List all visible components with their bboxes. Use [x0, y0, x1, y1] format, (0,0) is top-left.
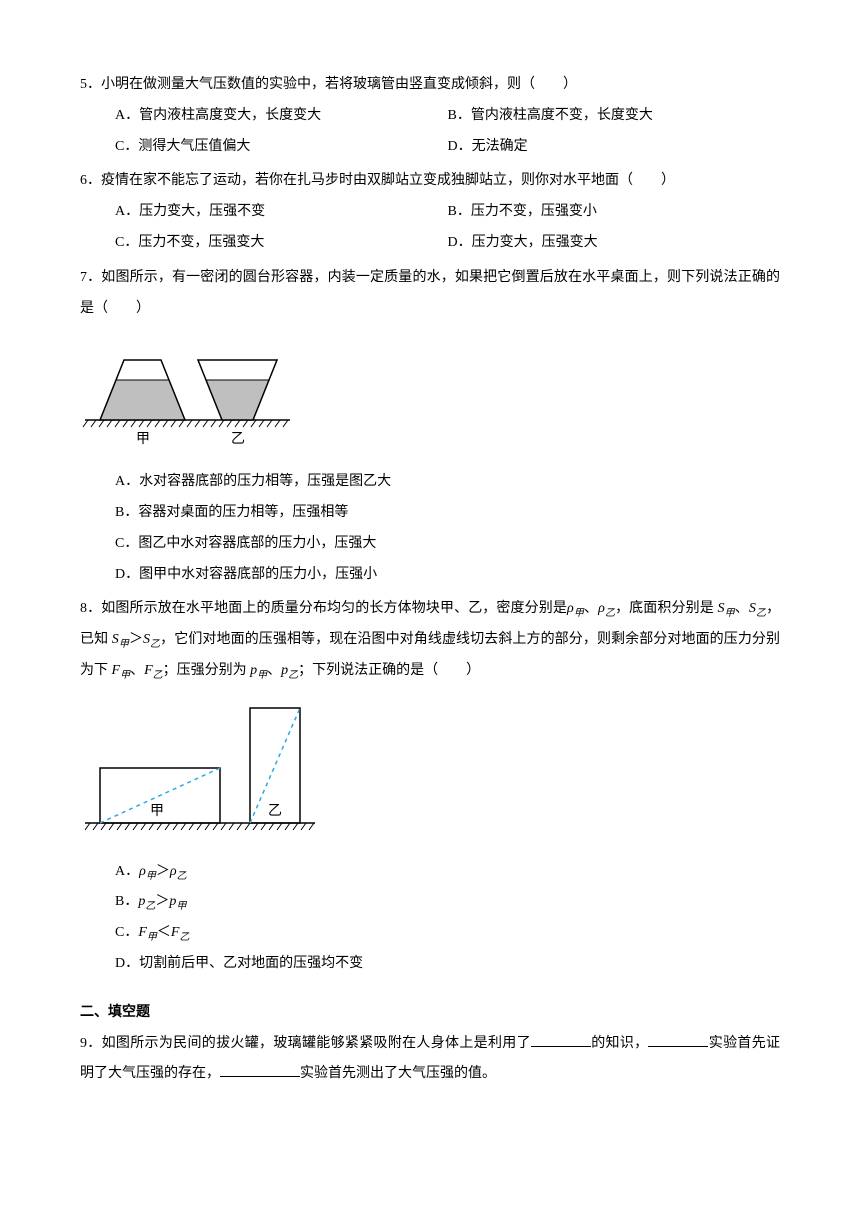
q7-opt-a: A．水对容器底部的压力相等，压强是图乙大	[115, 467, 780, 498]
q7-opt-d: D．图甲中水对容器底部的压力小，压强小	[115, 560, 780, 591]
question-5: 5．小明在做测量大气压数值的实验中，若将玻璃管由竖直变成倾斜，则（ ） A．管内…	[80, 70, 780, 162]
q5-text: 5．小明在做测量大气压数值的实验中，若将玻璃管由竖直变成倾斜，则（ ）	[80, 70, 780, 101]
q7-text: 7．如图所示，有一密闭的圆台形容器，内装一定质量的水，如果把它倒置后放在水平桌面…	[80, 263, 780, 325]
q6-num: 6．	[80, 173, 101, 188]
q5-options: A．管内液柱高度变大，长度变大 B．管内液柱高度不变，长度变大 C．测得大气压值…	[80, 101, 780, 163]
q5-opt-d: D．无法确定	[448, 132, 781, 163]
question-9: 9．如图所示为民间的拔火罐，玻璃罐能够紧紧吸附在人身体上是利用了的知识，实验首先…	[80, 1029, 780, 1091]
q5-opt-c: C．测得大气压值偏大	[115, 132, 448, 163]
question-8: 8．如图所示放在水平地面上的质量分布均匀的长方体物块甲、乙，密度分别是ρ甲、ρ乙…	[80, 594, 780, 979]
q7-label-yi: 乙	[231, 431, 245, 447]
q7-options: A．水对容器底部的压力相等，压强是图乙大 B．容器对桌面的压力相等，压强相等 C…	[80, 467, 780, 590]
q6-opt-a: A．压力变大，压强不变	[115, 197, 448, 228]
q6-options: A．压力变大，压强不变 B．压力不变，压强变小 C．压力不变，压强变大 D．压力…	[80, 197, 780, 259]
q5-opt-a: A．管内液柱高度变大，长度变大	[115, 101, 448, 132]
q8-opt-a: A．ρ甲＞ρ乙	[115, 857, 780, 888]
q7-label-jia: 甲	[136, 432, 150, 447]
q8-opt-c: C．F甲＜F乙	[115, 918, 780, 949]
q8-num: 8．	[80, 601, 101, 616]
q8-options: A．ρ甲＞ρ乙 B．p乙＞p甲 C．F甲＜F乙 D．切割前后甲、乙对地面的压强均…	[80, 857, 780, 980]
q8-label-jia: 甲	[150, 804, 164, 819]
q6-opt-c: C．压力不变，压强变大	[115, 228, 448, 259]
q7-figure: 甲 乙	[80, 330, 780, 461]
q8-svg: 甲 乙	[80, 693, 320, 838]
q8-figure: 甲 乙	[80, 693, 780, 851]
question-6: 6．疫情在家不能忘了运动，若你在扎马步时由双脚站立变成独脚站立，则你对水平地面（…	[80, 166, 780, 258]
q9-num: 9．	[80, 1036, 102, 1051]
q8-opt-b: B．p乙＞p甲	[115, 887, 780, 918]
q7-opt-b: B．容器对桌面的压力相等，压强相等	[115, 498, 780, 529]
q9-blank-3	[220, 1062, 300, 1077]
q5-num: 5．	[80, 77, 101, 92]
q6-opt-b: B．压力不变，压强变小	[448, 197, 781, 228]
q5-opt-b: B．管内液柱高度不变，长度变大	[448, 101, 781, 132]
q7-svg: 甲 乙	[80, 330, 290, 448]
q9-blank-2	[648, 1031, 708, 1046]
q7-opt-c: C．图乙中水对容器底部的压力小，压强大	[115, 529, 780, 560]
question-7: 7．如图所示，有一密闭的圆台形容器，内装一定质量的水，如果把它倒置后放在水平桌面…	[80, 263, 780, 591]
q6-text: 6．疫情在家不能忘了运动，若你在扎马步时由双脚站立变成独脚站立，则你对水平地面（…	[80, 166, 780, 197]
q8-text: 8．如图所示放在水平地面上的质量分布均匀的长方体物块甲、乙，密度分别是ρ甲、ρ乙…	[80, 594, 780, 686]
q6-opt-d: D．压力变大，压强变大	[448, 228, 781, 259]
q8-opt-d: D．切割前后甲、乙对地面的压强均不变	[115, 949, 780, 980]
section-2-title: 二、填空题	[80, 998, 780, 1029]
q7-num: 7．	[80, 270, 101, 285]
q8-label-yi: 乙	[268, 803, 282, 819]
q9-blank-1	[531, 1031, 591, 1046]
q9-text: 9．如图所示为民间的拔火罐，玻璃罐能够紧紧吸附在人身体上是利用了的知识，实验首先…	[80, 1029, 780, 1091]
